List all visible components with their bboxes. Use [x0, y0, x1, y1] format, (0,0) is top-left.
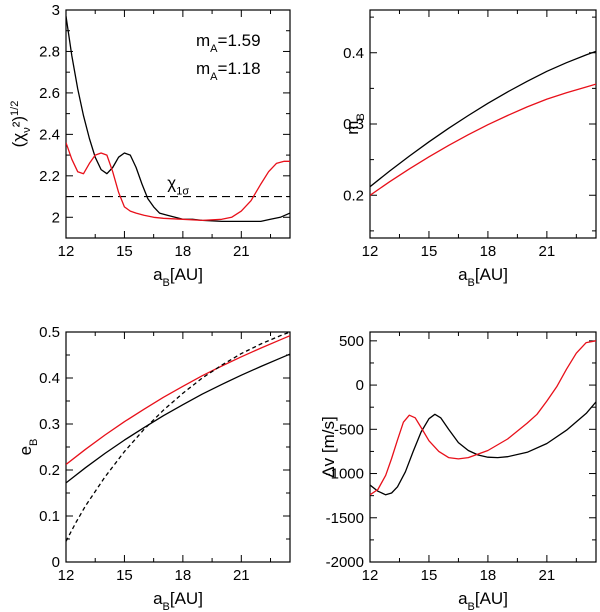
series-line-1 — [370, 50, 596, 188]
y-axis-label: (χν²)1/2 — [9, 101, 33, 148]
x-axis-label: aB[AU] — [458, 589, 508, 612]
y-tick-label: 0 — [356, 377, 364, 394]
x-tick-label: 21 — [539, 243, 556, 260]
x-tick-label: 21 — [233, 567, 250, 584]
y-tick-label: -500 — [334, 421, 364, 438]
series-line-2 — [66, 142, 290, 222]
panel-3: 12 15 18 21 0 0.1 0.2 0.3 0.4 0.5 aB[AU] eB — [16, 324, 291, 612]
y-axis-label: eB — [16, 439, 40, 456]
y-tick-label: 0.2 — [39, 462, 60, 479]
y-tick-label: 0 — [52, 554, 60, 571]
y-tick-label: 3 — [52, 2, 60, 19]
x-tick-label: 18 — [480, 243, 497, 260]
series-line-1 — [66, 353, 290, 484]
plot-frame — [65, 331, 291, 563]
y-tick-label: -1500 — [326, 510, 364, 527]
series-line-2 — [66, 335, 290, 466]
x-tick-label: 12 — [58, 243, 75, 260]
y-tick-label: -1000 — [326, 466, 364, 483]
mass-annotation-1: mA=1.59 — [196, 31, 261, 55]
y-axis-label: Δv [m/s] — [319, 416, 338, 477]
y-tick-label: 2.2 — [39, 168, 60, 185]
y-tick-label: -2000 — [326, 554, 364, 571]
x-tick-label: 18 — [480, 567, 497, 584]
x-tick-label: 15 — [421, 567, 438, 584]
panel-1: 12 15 18 21 2 2.2 2.4 2.6 2.8 3 χ1σ mA=1.59 mA=1.18 a… — [9, 2, 291, 289]
series-line-1 — [66, 16, 290, 223]
x-axis-label: aB[AU] — [458, 265, 508, 289]
x-tick-label: 21 — [539, 567, 556, 584]
x-tick-label: 18 — [175, 243, 192, 260]
x-axis-label: aB[AU] — [153, 589, 203, 612]
y-tick-label: 500 — [339, 333, 364, 350]
y-tick-label: 0.2 — [343, 187, 364, 204]
x-tick-label: 12 — [362, 243, 379, 260]
y-tick-label: 0.3 — [343, 116, 364, 133]
x-tick-label: 18 — [175, 567, 192, 584]
x-tick-label: 21 — [233, 243, 250, 260]
y-tick-label: 2.4 — [39, 126, 60, 143]
chi-1sigma-label: χ1σ — [167, 174, 189, 198]
plot-frame — [369, 331, 597, 563]
x-tick-label: 12 — [362, 567, 379, 584]
series-line-1 — [370, 401, 596, 496]
y-tick-label: 0.5 — [39, 324, 60, 341]
y-tick-label: 2 — [52, 209, 60, 226]
y-tick-label: 2.6 — [39, 85, 60, 102]
x-tick-label: 15 — [421, 243, 438, 260]
x-tick-label: 12 — [58, 567, 75, 584]
mass-annotation-2: mA=1.18 — [196, 59, 261, 83]
y-tick-label: 0.4 — [343, 45, 364, 62]
panel-4: 12 15 18 21 -2000 -1500 -1000 -500 0 500 aB[AU] Δv … — [319, 331, 597, 612]
series-line-3 — [66, 332, 290, 542]
x-tick-label: 15 — [116, 243, 133, 260]
y-tick-label: 0.4 — [39, 370, 60, 387]
plot-frame — [65, 9, 291, 239]
plot-frame — [369, 9, 597, 239]
x-tick-label: 15 — [116, 567, 133, 584]
y-tick-label: 0.1 — [39, 508, 60, 525]
y-axis-label: mB — [343, 113, 367, 135]
y-tick-label: 2.8 — [39, 43, 60, 60]
series-line-2 — [370, 340, 596, 496]
series-line-2 — [370, 83, 596, 196]
x-axis-label: aB[AU] — [153, 265, 203, 289]
y-tick-label: 0.3 — [39, 416, 60, 433]
panel-2: 12 15 18 21 0.2 0.3 0.4 aB[AU] mB — [343, 9, 597, 289]
